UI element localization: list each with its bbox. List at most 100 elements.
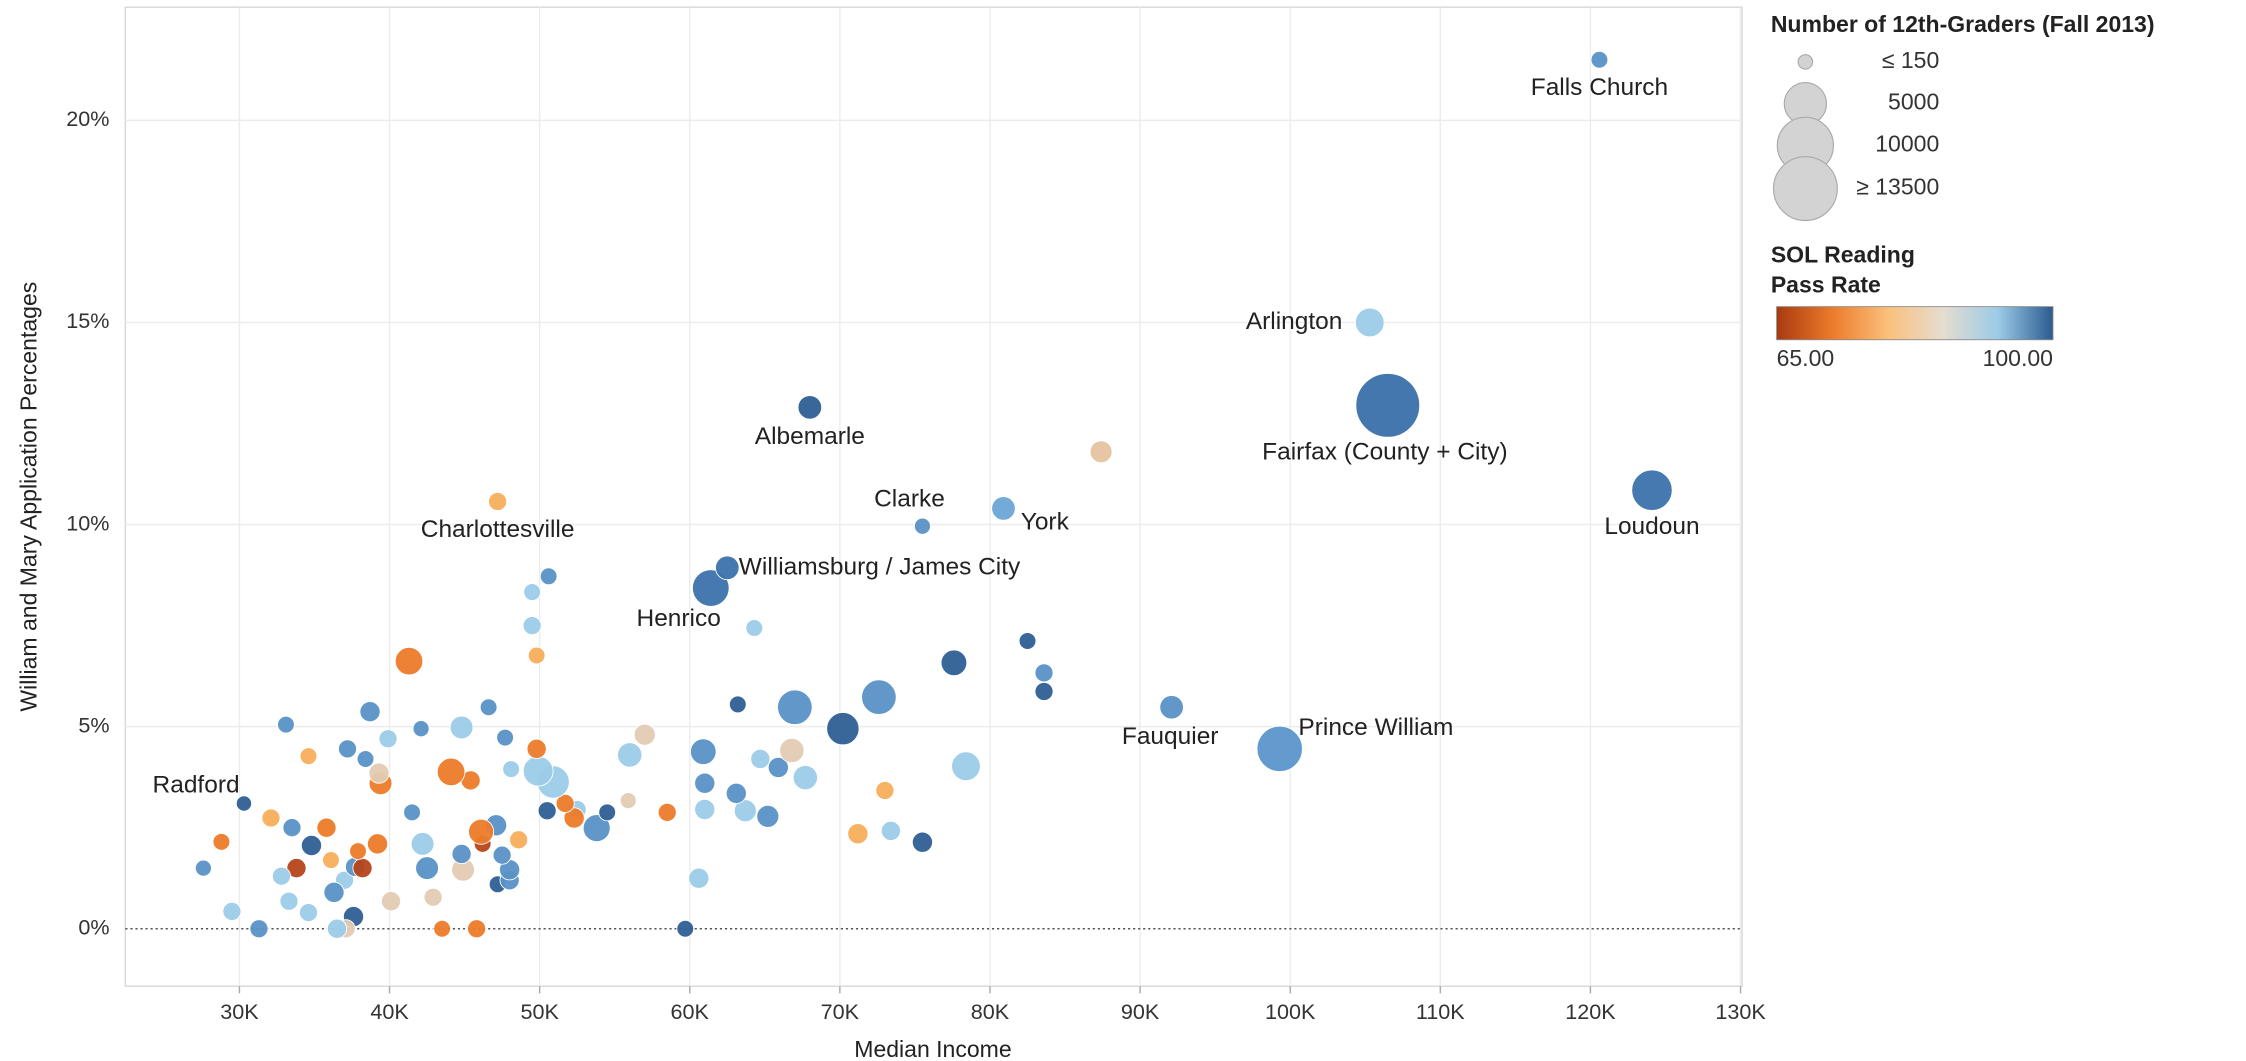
color-legend-bar [1776,306,2054,341]
y-tick-label: 20% [66,106,109,131]
bubble [433,919,451,938]
bubble [527,646,546,665]
y-axis-title: William and Mary Application Percentages [15,282,41,712]
point-label: Charlottesville [421,516,575,543]
bubble [1354,307,1385,338]
plot-frame [124,6,1743,987]
bubble [1256,725,1303,773]
bubble [745,619,764,637]
bubble [522,755,554,787]
x-tick-label: 40K [370,999,409,1024]
bubble [412,720,430,738]
bubble [688,867,710,889]
bubble [492,845,512,865]
bubble [1631,469,1673,511]
size-legend-title: Number of 12th-Graders (Fall 2013) [1771,11,2155,37]
bubble [951,751,981,782]
bubble [1089,440,1113,464]
bubble [913,517,931,535]
bubble [1159,694,1184,720]
bubble [691,569,730,607]
x-tick-label: 100K [1265,999,1316,1024]
bubble [526,738,547,759]
bubble [194,859,212,877]
size-legend-label: 10000 [1875,130,1939,156]
bubble [657,802,677,822]
x-tick-label: 90K [1121,999,1160,1024]
color-legend-title: SOL Reading [1771,241,1915,267]
point-label: Arlington [1246,308,1343,335]
bubble [1034,681,1054,701]
point-label: Henrico [637,605,721,632]
bubble [676,919,695,938]
bubble [298,903,318,923]
bubble [617,742,643,768]
x-tick-label: 110K [1416,999,1465,1024]
bubble [777,689,813,726]
bubble [563,807,585,829]
bubble [1034,663,1054,683]
bubble [911,831,934,853]
x-tick-label: 80K [971,999,1010,1024]
y-tick-label: 10% [66,510,109,535]
bubble [689,738,717,766]
bubble [212,832,231,851]
bubble [352,858,373,879]
bubble [733,799,757,823]
bubble [299,747,318,766]
bubble [449,715,474,740]
bubble [423,887,443,907]
bubble [715,555,740,581]
bubble [502,760,520,778]
bubble [767,756,789,779]
bubble [261,808,281,828]
bubble [1355,372,1421,438]
bubble [694,798,716,821]
bubble [394,646,424,676]
point-label: Albemarle [755,423,865,450]
bubble [380,891,402,912]
bubble [792,764,818,791]
bubble [940,649,968,677]
bubble [1018,632,1037,650]
bubble [436,757,466,787]
bubble [316,817,337,838]
color-legend-title: Pass Rate [1771,272,1881,298]
bubble [451,843,472,865]
point-label: Loudoun [1604,513,1699,540]
bubble [322,851,340,869]
color-legend-label: 65.00 [1777,345,1835,371]
bubble [694,772,716,794]
bubble [537,801,557,821]
bubble [277,715,295,734]
bubble [847,823,869,845]
bubble [415,856,439,880]
bubble [222,901,242,921]
bubble [479,698,498,717]
x-tick-label: 60K [671,999,710,1024]
x-axis-title: Median Income [854,1036,1011,1061]
size-legend-label: ≥ 13500 [1856,174,1939,200]
bubble [338,739,358,759]
y-tick-label: 5% [78,712,109,737]
point-label: Prince William [1298,714,1453,741]
bubble [282,818,302,838]
point-label: Clarke [874,486,945,513]
bubble [555,793,575,813]
x-tick-label: 30K [220,999,259,1024]
bubble [582,814,611,843]
bubble [880,820,901,841]
bubble [756,804,780,828]
bubble [249,919,269,939]
bubble [300,834,323,857]
point-label: York [1021,508,1070,535]
color-legend-label: 100.00 [1983,345,2053,371]
bubble [271,866,291,886]
bubble [728,695,747,714]
point-label: Williamsburg / James City [739,553,1021,580]
bubble [326,918,348,939]
y-tick-label: 0% [78,914,109,939]
bubble [323,881,345,903]
